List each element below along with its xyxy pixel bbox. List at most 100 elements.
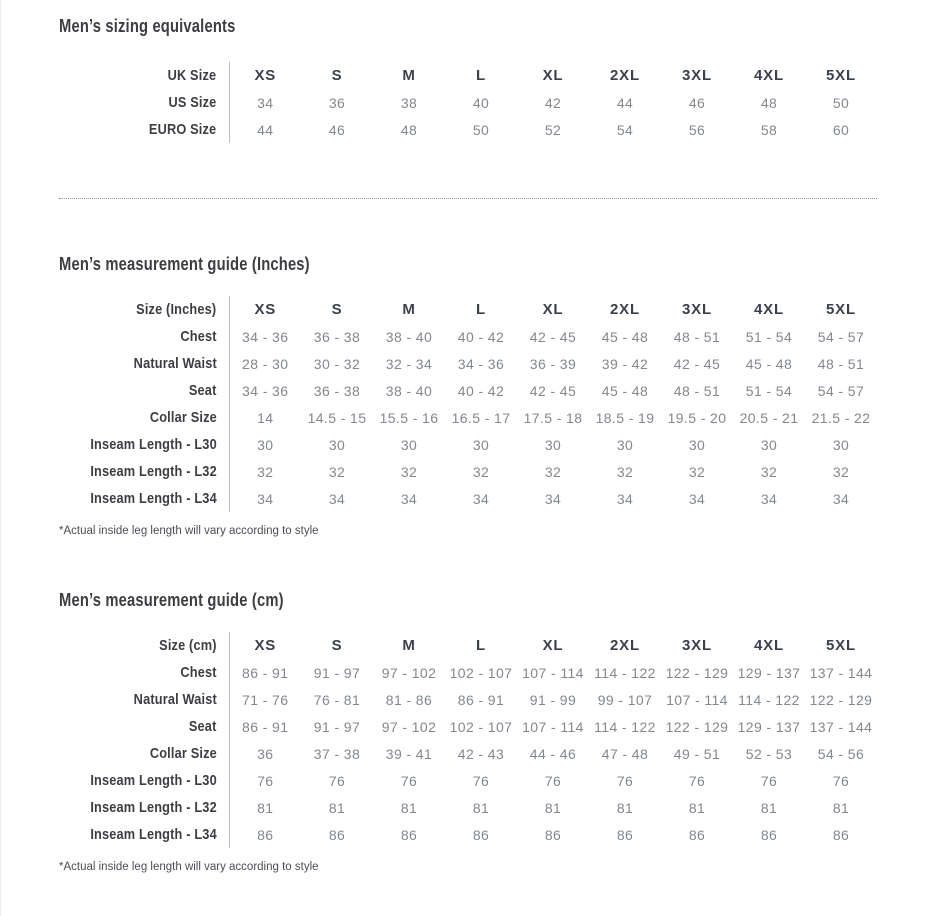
size-value-cell: 32 - 34 xyxy=(385,355,433,372)
measurement-guide-cm-table: Size (cm) XS S M L XL 2XL 3XL 4XL 5XL Chest 86 - 91… xyxy=(59,632,877,848)
size-table-row: Collar Size 36 37 - 38 39 - 41 42 - 43 44 - 4… xyxy=(59,740,877,767)
size-value-cell: 114 - 122 xyxy=(594,664,656,681)
size-value-cell: 107 - 114 xyxy=(522,664,584,681)
size-value-cell: 34 xyxy=(832,490,850,507)
size-value-cell: 45 - 48 xyxy=(745,355,793,372)
size-value-cell: 36 - 38 xyxy=(313,328,361,345)
size-value-cell: 32 xyxy=(616,463,634,480)
size-value-cell: 32 xyxy=(257,463,274,480)
measurement-guide-inches-section: Men’s measurement guide (Inches) Size (I… xyxy=(59,252,930,538)
size-value-cell: 32 xyxy=(832,463,850,480)
size-column-header: S xyxy=(331,67,343,84)
size-value-cell: 46 xyxy=(328,121,346,138)
size-value-cell: 30 xyxy=(257,436,274,453)
size-column-header: XS xyxy=(254,301,277,318)
size-column-header: 5XL xyxy=(826,67,856,84)
size-value-cell: 97 - 102 xyxy=(381,718,437,735)
row-label: Collar Size xyxy=(59,404,230,431)
row-label: Seat xyxy=(59,713,230,740)
size-value-cell: 81 xyxy=(328,799,346,816)
size-value-cell: 76 xyxy=(688,772,706,789)
size-value-cell: 86 xyxy=(760,826,778,843)
size-column-header: M xyxy=(402,301,416,318)
size-value-cell: 48 xyxy=(760,94,778,111)
size-value-cell: 37 - 38 xyxy=(313,745,361,762)
size-column-header: XL xyxy=(542,301,564,318)
size-value-cell: 76 xyxy=(544,772,562,789)
size-value-cell: 30 xyxy=(328,436,346,453)
size-value-cell: 54 - 57 xyxy=(817,382,865,399)
table-corner-label: UK Size xyxy=(59,62,230,89)
size-table-row: Collar Size 14 14.5 - 15 15.5 - 16 16.5 - 17… xyxy=(59,404,877,431)
size-value-cell: 38 xyxy=(400,94,418,111)
size-value-cell: 36 xyxy=(328,94,346,111)
size-value-cell: 32 xyxy=(544,463,562,480)
size-value-cell: 42 - 45 xyxy=(529,328,577,345)
row-label: US Size xyxy=(59,89,230,116)
size-value-cell: 34 xyxy=(616,490,634,507)
size-value-cell: 107 - 114 xyxy=(666,691,728,708)
size-value-cell: 54 - 56 xyxy=(817,745,865,762)
size-value-cell: 30 xyxy=(760,436,778,453)
size-column-header: XS xyxy=(254,637,277,654)
size-value-cell: 81 xyxy=(472,799,490,816)
size-value-cell: 32 xyxy=(688,463,706,480)
size-table-row: Inseam Length - L32 81 81 81 81 81 81 81 81 81 xyxy=(59,794,877,821)
inches-footnote: *Actual inside leg length will vary acco… xyxy=(59,525,319,537)
size-value-cell: 48 - 51 xyxy=(817,355,865,372)
size-value-cell: 14.5 - 15 xyxy=(307,409,367,426)
size-table-row: Chest 34 - 36 36 - 38 38 - 40 40 - 42 42 - 45… xyxy=(59,323,877,350)
size-value-cell: 81 - 86 xyxy=(385,691,433,708)
size-table-row: Inseam Length - L34 86 86 86 86 86 86 86 86 86 xyxy=(59,821,877,848)
size-value-cell: 34 - 36 xyxy=(242,328,289,345)
size-value-cell: 81 xyxy=(832,799,850,816)
size-value-cell: 36 - 39 xyxy=(529,355,577,372)
size-header-row: Size (Inches) XS S M L XL 2XL 3XL 4XL 5XL xyxy=(59,296,877,323)
size-value-cell: 48 - 51 xyxy=(673,382,721,399)
size-value-cell: 30 xyxy=(544,436,562,453)
size-value-cell: 91 - 99 xyxy=(529,691,577,708)
size-header-row: UK Size XS S M L XL 2XL 3XL 4XL 5XL xyxy=(59,62,877,89)
size-value-cell: 14 xyxy=(257,409,274,426)
row-label: Inseam Length - L32 xyxy=(59,458,230,485)
size-column-header: XS xyxy=(254,67,277,84)
size-column-header: 5XL xyxy=(826,637,856,654)
measurement-guide-cm-title: Men’s measurement guide (cm) xyxy=(59,590,284,610)
size-column-header: 4XL xyxy=(754,637,784,654)
size-value-cell: 114 - 122 xyxy=(594,718,656,735)
size-value-cell: 38 - 40 xyxy=(385,382,433,399)
size-table-row: EURO Size 44 46 48 50 52 54 56 58 60 xyxy=(59,116,877,143)
size-value-cell: 30 xyxy=(688,436,706,453)
size-value-cell: 86 xyxy=(472,826,490,843)
size-value-cell: 42 - 45 xyxy=(673,355,721,372)
size-value-cell: 40 xyxy=(472,94,490,111)
size-value-cell: 86 - 91 xyxy=(457,691,505,708)
size-value-cell: 76 xyxy=(257,772,274,789)
size-value-cell: 30 xyxy=(472,436,490,453)
size-value-cell: 76 xyxy=(760,772,778,789)
size-column-header: 3XL xyxy=(682,301,712,318)
size-table-row: Seat 86 - 91 91 - 97 97 - 102 102 - 107 107 -… xyxy=(59,713,877,740)
size-value-cell: 102 - 107 xyxy=(449,664,513,681)
size-value-cell: 129 - 137 xyxy=(737,718,801,735)
size-table-row: Inseam Length - L30 76 76 76 76 76 76 76 76 76 xyxy=(59,767,877,794)
row-label: Seat xyxy=(59,377,230,404)
size-value-cell: 34 xyxy=(257,490,274,507)
size-value-cell: 34 - 36 xyxy=(242,382,289,399)
size-value-cell: 91 - 97 xyxy=(313,718,361,735)
size-value-cell: 34 xyxy=(472,490,490,507)
size-value-cell: 129 - 137 xyxy=(737,664,801,681)
size-value-cell: 114 - 122 xyxy=(738,691,800,708)
size-value-cell: 36 xyxy=(257,745,274,762)
size-table-row: US Size 34 36 38 40 42 44 46 48 50 xyxy=(59,89,877,116)
size-value-cell: 40 - 42 xyxy=(457,382,505,399)
measurement-guide-inches-title: Men’s measurement guide (Inches) xyxy=(59,254,310,274)
size-value-cell: 40 - 42 xyxy=(457,328,505,345)
row-label: Inseam Length - L30 xyxy=(59,767,230,794)
dotted-section-divider xyxy=(59,198,877,199)
size-value-cell: 86 xyxy=(616,826,634,843)
size-value-cell: 44 - 46 xyxy=(529,745,577,762)
size-value-cell: 107 - 114 xyxy=(522,718,584,735)
size-value-cell: 49 - 51 xyxy=(673,745,721,762)
row-label: Chest xyxy=(59,323,230,350)
